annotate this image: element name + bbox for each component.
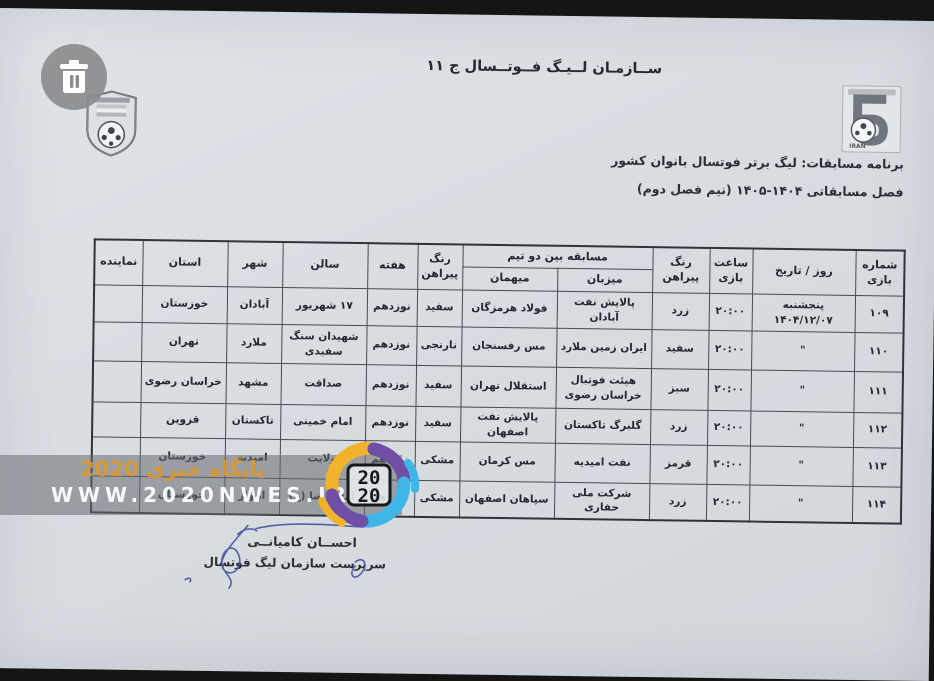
- cell-host-team: گلبرگ تاکستان: [554, 407, 651, 445]
- cell-game-no: ۱۱۲: [852, 411, 903, 448]
- cell-shirt-host: قرمز: [649, 444, 707, 484]
- cell-guest-team: پالایش نفت اصفهان: [459, 406, 556, 443]
- col-header-hall: سالن: [282, 241, 368, 289]
- watermark-url-text: WWW.2020NWES.IR: [50, 483, 352, 507]
- col-header-shirt-guest: رنگ پیراهن: [417, 243, 463, 290]
- col-header-shirt-host: رنگ پیراهن: [652, 247, 710, 293]
- cell-host-team: شرکت ملی حفاری: [553, 481, 650, 521]
- col-header-week: هفته: [367, 243, 418, 289]
- cell-host-team: نفت امیدیه: [554, 442, 650, 484]
- cell-guest-team: مس کرمان: [459, 441, 555, 482]
- cell-week: نوزدهم: [365, 364, 417, 406]
- cell-province: خوزستان: [141, 285, 228, 324]
- col-header-host: میزبان: [557, 267, 653, 293]
- cell-shirt-host: زرد: [651, 292, 710, 330]
- program-line: برنامه مسابقات: لیگ برتر فوتسال بانوان ک…: [611, 152, 905, 172]
- cell-week: نوزدهم: [366, 288, 418, 326]
- cell-shirt-host: سبز: [650, 368, 709, 410]
- col-header-city: شهر: [227, 241, 283, 287]
- page-title: ســازمـان لــیـگ فــوتــسال ج ۱۱: [426, 57, 663, 78]
- cell-game-no: ۱۱۱: [853, 370, 904, 413]
- cell-shirt-guest: سفید: [415, 364, 462, 407]
- season-line: فصل مسابقاتی ۱۴۰۴-۱۴۰۵ (نیم فصل دوم): [636, 180, 904, 200]
- col-header-representative: نماینده: [94, 239, 143, 286]
- cell-shirt-host: زرد: [649, 409, 708, 445]
- cell-hall: صداقت: [280, 362, 367, 406]
- cell-province: تهران: [141, 322, 227, 363]
- signatory-role: سرپرست سازمان لیگ فوتسال: [203, 554, 387, 572]
- cell-city: مشهد: [225, 362, 282, 404]
- cell-time: ۲۰:۰۰: [705, 483, 750, 522]
- cell-time: ۲۰:۰۰: [706, 409, 751, 446]
- screenshot-root: { "document": { "org_title": "ســازمـان …: [0, 8, 934, 681]
- cell-city: ملارد: [226, 323, 282, 363]
- cell-time: ۲۰:۰۰: [706, 444, 750, 485]
- cell-day-date: ": [749, 410, 854, 447]
- col-header-day-date: روز / تاریخ: [752, 248, 856, 295]
- cell-representative: [92, 401, 141, 437]
- trash-icon: [60, 60, 88, 93]
- cell-time: ۲۰:۰۰: [707, 368, 752, 411]
- cell-day-date: ": [748, 484, 853, 523]
- cell-day-date: پنجشنبه ۱۴۰۴/۱۲/۰۷: [751, 293, 856, 332]
- cell-day-date: ": [750, 369, 855, 412]
- svg-text:20: 20: [358, 467, 381, 489]
- col-header-game-no: شماره بازی: [855, 249, 905, 296]
- cell-game-no: ۱۱۴: [851, 485, 902, 524]
- program-header: برنامه مسابقات: لیگ برتر فوتسال بانوان ک…: [583, 146, 904, 206]
- cell-host-team: هیئت فوتبال خراسان رضوی: [555, 366, 652, 410]
- delete-button[interactable]: [41, 44, 107, 110]
- cell-shirt-guest: نارنجی: [416, 325, 462, 366]
- cell-province: خراسان رضوی: [140, 361, 227, 404]
- cell-representative: [92, 360, 142, 403]
- watermark-brand-text: پایگاه خبری 2020: [80, 457, 266, 481]
- col-header-guest: میهمان: [462, 266, 558, 291]
- cell-host-team: ایران زمین ملارد: [556, 327, 652, 369]
- cell-guest-team: سپاهان اصفهان: [458, 480, 555, 519]
- cell-hall: ۱۷ شهریور: [281, 286, 368, 326]
- cell-guest-team: مس رفسنجان: [461, 326, 557, 367]
- col-header-match-group: مسابقه بین دو تیم: [462, 244, 653, 270]
- scanned-paper: ســازمـان لــیـگ فــوتــسال ج ۱۱ IRAN: [0, 8, 934, 681]
- cell-city: آبادان: [226, 286, 283, 324]
- svg-text:IRAN: IRAN: [849, 143, 866, 150]
- cell-representative: [93, 321, 142, 362]
- futsal-league-5-logo: IRAN: [841, 85, 902, 154]
- cell-province: قزوین: [140, 402, 226, 439]
- cell-week: نوزدهم: [366, 325, 417, 365]
- federation-crest-logo: [86, 90, 137, 157]
- cell-guest-team: استقلال تهران: [460, 365, 557, 408]
- news-2020-logo: 20 20: [318, 441, 420, 528]
- svg-text:20: 20: [358, 485, 381, 507]
- cell-time: ۲۰:۰۰: [708, 292, 753, 331]
- cell-host-team: پالایش نفت آبادان: [556, 290, 653, 330]
- cell-day-date: ": [749, 445, 853, 486]
- cell-game-no: ۱۱۳: [852, 446, 902, 487]
- cell-shirt-host: زرد: [648, 483, 707, 521]
- col-header-time: ساعت بازی: [709, 247, 753, 294]
- cell-time: ۲۰:۰۰: [708, 329, 752, 370]
- cell-guest-team: فولاد هرمزگان: [461, 289, 558, 328]
- col-header-province: استان: [142, 240, 228, 287]
- cell-game-no: ۱۱۰: [854, 331, 904, 372]
- cell-day-date: ": [751, 330, 855, 371]
- cell-shirt-host: سفید: [651, 329, 709, 369]
- cell-city: تاکستان: [225, 403, 281, 439]
- cell-hall: شهیدان سنگ سفیدی: [281, 323, 367, 365]
- cell-game-no: ۱۰۹: [854, 294, 905, 333]
- cell-shirt-guest: سفید: [416, 288, 463, 327]
- cell-representative: [93, 284, 143, 323]
